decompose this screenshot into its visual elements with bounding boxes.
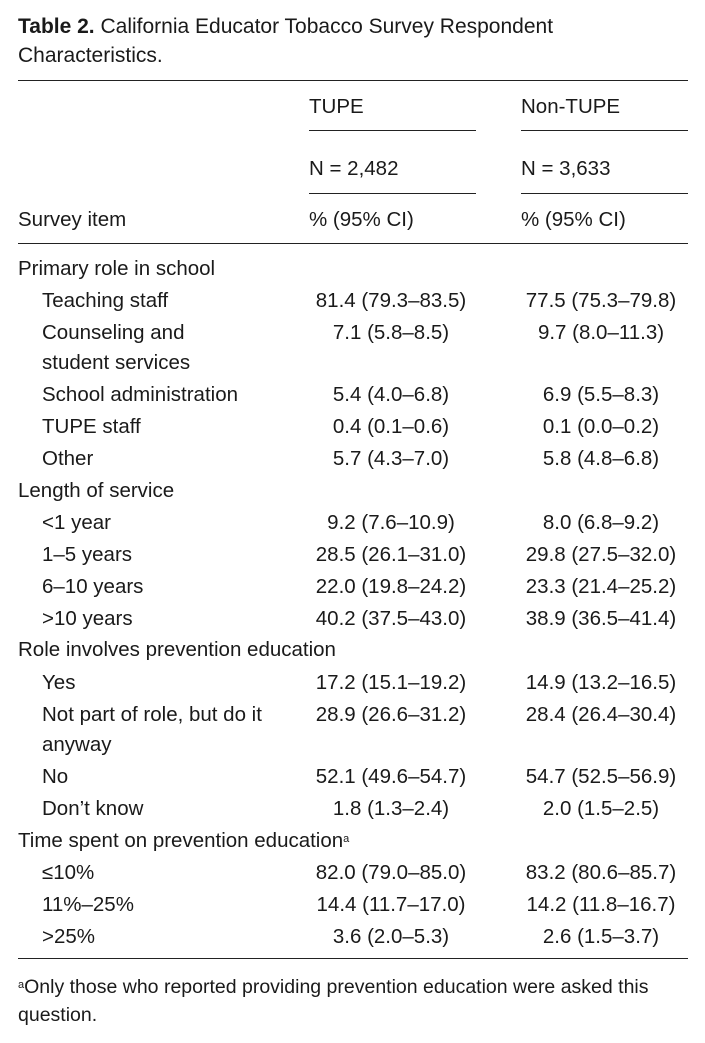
table-label: Table 2. xyxy=(18,15,95,38)
cell-non-tupe: 5.8 (4.8–6.8) xyxy=(542,447,660,470)
footnote-text: Only those who reported providing preven… xyxy=(18,976,649,1026)
row-label: School administration xyxy=(42,383,238,406)
cell-tupe: 5.4 (4.0–6.8) xyxy=(332,383,450,406)
cell-non-tupe: 83.2 (80.6–85.7) xyxy=(525,861,677,884)
cell-tupe: 17.2 (15.1–19.2) xyxy=(315,671,467,694)
section-title-length-of-service: Length of service xyxy=(18,479,175,502)
cell-non-tupe: 23.3 (21.4–25.2) xyxy=(525,575,677,598)
n-non-tupe: N = 3,633 xyxy=(521,157,611,180)
cell-tupe: 28.5 (26.1–31.0) xyxy=(315,543,467,566)
cell-non-tupe: 77.5 (75.3–79.8) xyxy=(525,289,677,312)
cell-tupe: 7.1 (5.8–8.5) xyxy=(332,321,450,344)
cell-tupe: 1.8 (1.3–2.4) xyxy=(332,797,450,820)
cell-non-tupe: 2.6 (1.5–3.7) xyxy=(542,925,660,948)
row-label: Not part of role, but do it anyway xyxy=(42,703,262,756)
cell-non-tupe: 54.7 (52.5–56.9) xyxy=(525,765,677,788)
table-caption: Table 2. California Educator Tobacco Sur… xyxy=(18,12,688,70)
section-title-prevention-role: Role involves prevention education xyxy=(18,638,336,661)
cell-non-tupe: 29.8 (27.5–32.0) xyxy=(525,543,677,566)
cell-tupe: 14.4 (11.7–17.0) xyxy=(316,893,466,916)
cell-non-tupe: 14.9 (13.2–16.5) xyxy=(525,671,677,694)
cell-non-tupe: 28.4 (26.4–30.4) xyxy=(525,703,677,726)
row-label: TUPE staff xyxy=(42,415,141,438)
row-label: <1 year xyxy=(42,511,111,534)
row-label: Other xyxy=(42,447,94,470)
col-rule-non-tupe xyxy=(521,130,688,131)
cell-tupe: 0.4 (0.1–0.6) xyxy=(332,415,450,438)
row-label: Counseling and student services xyxy=(42,321,191,374)
cell-non-tupe: 2.0 (1.5–2.5) xyxy=(542,797,660,820)
cell-tupe: 5.7 (4.3–7.0) xyxy=(332,447,450,470)
footnote-marker: a xyxy=(343,833,350,845)
footnote-marker: a xyxy=(18,979,25,991)
cell-tupe: 40.2 (37.5–43.0) xyxy=(315,607,467,630)
col-rule-tupe xyxy=(309,130,476,131)
row-label: Don’t know xyxy=(42,797,144,820)
section-title-time-spent: Time spent on prevention educationa xyxy=(18,828,349,854)
cell-tupe: 22.0 (19.8–24.2) xyxy=(315,575,467,598)
table-footnote: aOnly those who reported providing preve… xyxy=(18,973,688,1029)
cell-non-tupe: 14.2 (11.8–16.7) xyxy=(526,893,676,916)
cell-non-tupe: 38.9 (36.5–41.4) xyxy=(525,607,677,630)
n-tupe: N = 2,482 xyxy=(309,157,399,180)
table-title: California Educator Tobacco Survey Respo… xyxy=(18,15,554,67)
row-label: 6–10 years xyxy=(42,575,144,598)
cell-tupe: 52.1 (49.6–54.7) xyxy=(315,765,467,788)
row-label: >10 years xyxy=(42,607,133,630)
stat-header-tupe: % (95% CI) xyxy=(309,208,414,231)
n-rule-tupe xyxy=(309,193,476,194)
row-label: Yes xyxy=(42,671,76,694)
cell-tupe: 28.9 (26.6–31.2) xyxy=(315,703,467,726)
section-title-primary-role: Primary role in school xyxy=(18,257,216,280)
top-rule xyxy=(18,80,688,81)
row-label: Teaching staff xyxy=(42,289,169,312)
cell-tupe: 9.2 (7.6–10.9) xyxy=(327,511,455,534)
col-header-tupe: TUPE xyxy=(309,95,364,118)
cell-tupe: 81.4 (79.3–83.5) xyxy=(315,289,467,312)
row-label: 11%–25% xyxy=(42,893,134,916)
cell-non-tupe: 8.0 (6.8–9.2) xyxy=(542,511,660,534)
row-label: >25% xyxy=(42,925,96,948)
cell-non-tupe: 0.1 (0.0–0.2) xyxy=(542,415,660,438)
stat-header-non-tupe: % (95% CI) xyxy=(521,208,626,231)
row-label: ≤10% xyxy=(42,861,95,884)
col-header-non-tupe: Non-TUPE xyxy=(521,95,621,118)
cell-tupe: 3.6 (2.0–5.3) xyxy=(332,925,450,948)
stub-header: Survey item xyxy=(18,208,127,231)
header-rule xyxy=(18,243,688,244)
bottom-rule xyxy=(18,958,688,959)
section-title-text: Time spent on prevention education xyxy=(18,829,344,852)
cell-non-tupe: 6.9 (5.5–8.3) xyxy=(542,383,660,406)
cell-non-tupe: 9.7 (8.0–11.3) xyxy=(537,321,665,344)
row-label: No xyxy=(42,765,69,788)
cell-tupe: 82.0 (79.0–85.0) xyxy=(315,861,467,884)
row-label: 1–5 years xyxy=(42,543,133,566)
n-rule-non-tupe xyxy=(521,193,688,194)
